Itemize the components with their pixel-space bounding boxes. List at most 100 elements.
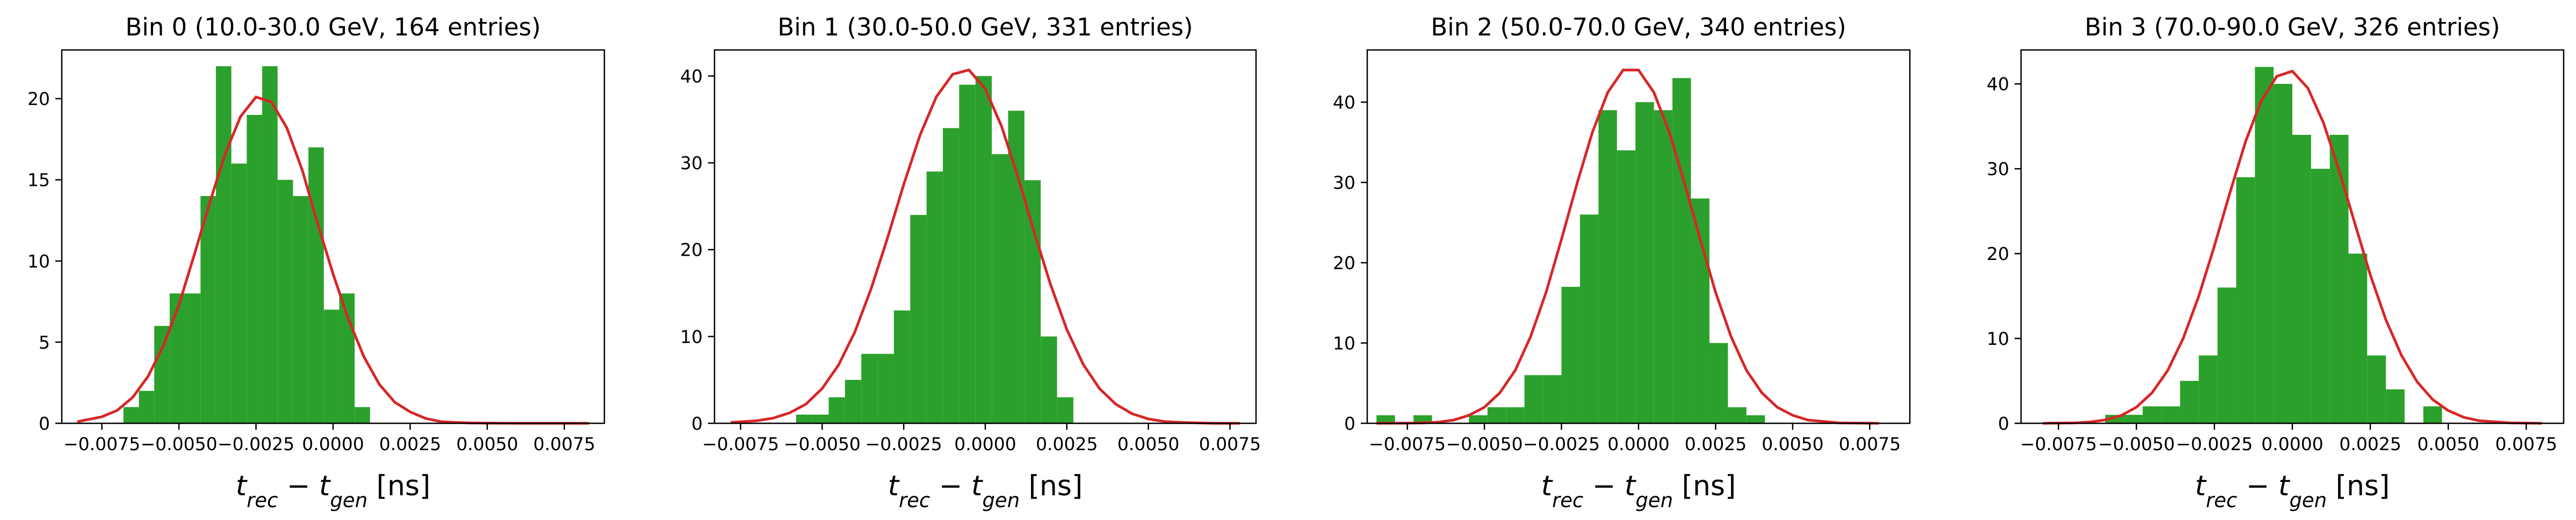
y-tick-label: 30: [1987, 158, 2009, 179]
x-tick-label: 0.0000: [954, 434, 1016, 454]
histogram-bar: [139, 391, 155, 423]
histogram-bar: [992, 154, 1008, 423]
y-tick-label: 10: [680, 326, 703, 347]
histogram-bar: [1728, 407, 1747, 423]
x-tick-label: 0.0000: [2261, 434, 2323, 454]
histogram-bar: [2198, 355, 2218, 423]
histogram-bar: [1041, 336, 1057, 423]
histogram-bar: [123, 407, 139, 423]
histogram-bar: [1413, 415, 1432, 423]
histogram-bar: [308, 147, 324, 424]
x-tick-label: 0.0075: [1839, 434, 1901, 454]
histogram-bar: [910, 215, 927, 423]
x-tick-label: 0.0025: [2339, 434, 2401, 454]
histogram-bar: [2255, 67, 2274, 423]
x-tick-label: −0.0025: [2176, 434, 2253, 454]
histogram-bar: [154, 326, 170, 423]
histogram-bar: [975, 76, 992, 423]
x-tick-label: 0.0000: [1607, 434, 1669, 454]
y-tick-label: 30: [1333, 172, 1355, 193]
chart-title: Bin 3 (70.0-90.0 GeV, 326 entries): [2084, 13, 2500, 41]
x-tick-label: 0.0050: [2417, 434, 2479, 454]
histogram-bar: [1746, 415, 1765, 423]
panel-1: Bin 1 (30.0-50.0 GeV, 331 entries) −0.007…: [680, 13, 1261, 512]
histogram-bar: [828, 397, 845, 423]
y-tick-label: 10: [1333, 333, 1355, 354]
histogram-bar: [1008, 111, 1024, 424]
histogram-bar: [2367, 355, 2386, 423]
histogram-bar: [943, 128, 959, 424]
x-tick-label: −0.0025: [865, 434, 942, 454]
histogram-bar: [2348, 254, 2368, 423]
histogram-bar: [2423, 406, 2442, 423]
histogram-bar: [355, 407, 370, 423]
x-tick-label: 0.0025: [1685, 434, 1747, 454]
histogram-bar: [1024, 180, 1041, 423]
histogram-bar: [1376, 415, 1395, 423]
x-tick-label: −0.0025: [1523, 434, 1600, 454]
y-tick-label: 15: [27, 170, 50, 191]
x-tick-label: 0.0025: [379, 434, 441, 454]
histogram-bar: [1057, 397, 1073, 423]
histogram-bar: [293, 196, 309, 423]
histogram-bar: [926, 171, 943, 423]
histogram-bar: [169, 293, 185, 423]
histogram-bar: [2386, 389, 2405, 423]
x-axis-label: trec − tgen [ns]: [1541, 470, 1736, 512]
x-tick-label: 0.0075: [1199, 434, 1261, 454]
y-tick-label: 0: [691, 413, 703, 434]
x-tick-label: −0.0050: [784, 434, 861, 454]
histogram-bar: [1579, 214, 1599, 423]
panel-3: Bin 3 (70.0-90.0 GeV, 326 entries) −0.007…: [1987, 13, 2565, 512]
histogram-bar: [200, 196, 216, 423]
y-tick-label: 30: [680, 153, 703, 174]
chart-title: Bin 2 (50.0-70.0 GeV, 340 entries): [1431, 13, 1846, 41]
histogram-bar: [185, 293, 201, 423]
x-tick-label: −0.0025: [218, 434, 294, 454]
histogram-bar: [877, 353, 894, 423]
histogram-bar: [1617, 150, 1636, 423]
histogram-bar: [2180, 381, 2199, 423]
x-axis-label: trec − tgen [ns]: [236, 470, 431, 512]
panel-2: Bin 2 (50.0-70.0 GeV, 340 entries) −0.007…: [1333, 13, 1911, 512]
histogram-bar: [812, 414, 829, 423]
histogram-bar: [1672, 78, 1691, 423]
histogram-bar: [2292, 134, 2311, 424]
histogram-bar: [262, 66, 278, 423]
histogram-bar: [2161, 406, 2181, 423]
x-tick-label: 0.0025: [1036, 434, 1098, 454]
chart-title: Bin 0 (10.0-30.0 GeV, 164 entries): [125, 13, 540, 41]
histogram-bar: [1487, 407, 1506, 423]
y-tick-label: 5: [39, 332, 50, 353]
histogram-bar: [1543, 375, 1562, 423]
panel-0: Bin 0 (10.0-30.0 GeV, 164 entries) −0.007…: [27, 13, 605, 512]
y-tick-label: 20: [680, 240, 703, 261]
histogram-bar: [231, 163, 247, 423]
histogram-bar: [2329, 134, 2349, 424]
histogram-bar: [323, 309, 340, 423]
x-tick-label: −0.0075: [2020, 434, 2097, 454]
gaussian-fit-line: [1376, 68, 1879, 425]
y-tick-label: 40: [1987, 74, 2009, 95]
x-axis-label: trec − tgen [ns]: [888, 470, 1083, 512]
y-tick-label: 10: [27, 251, 50, 272]
gaussian-fit-line: [77, 95, 589, 425]
histogram-bar: [1469, 415, 1488, 423]
histogram-bar: [1506, 407, 1525, 423]
y-tick-label: 10: [1987, 328, 2009, 349]
histogram-bar: [796, 414, 813, 423]
x-tick-label: 0.0075: [2495, 434, 2557, 454]
chart-title: Bin 1 (30.0-50.0 GeV, 331 entries): [777, 13, 1193, 41]
y-tick-label: 0: [1998, 413, 2009, 434]
y-tick-label: 0: [39, 413, 50, 434]
histogram-bar: [893, 310, 911, 423]
x-tick-label: −0.0075: [702, 434, 779, 454]
histogram-bar: [215, 66, 232, 423]
histogram-bar: [1524, 375, 1543, 423]
x-tick-label: 0.0050: [1762, 434, 1823, 454]
y-tick-label: 0: [1344, 413, 1355, 434]
gaussian-fit-line: [731, 68, 1240, 425]
x-tick-label: 0.0050: [456, 434, 518, 454]
histogram-bar: [861, 353, 878, 423]
